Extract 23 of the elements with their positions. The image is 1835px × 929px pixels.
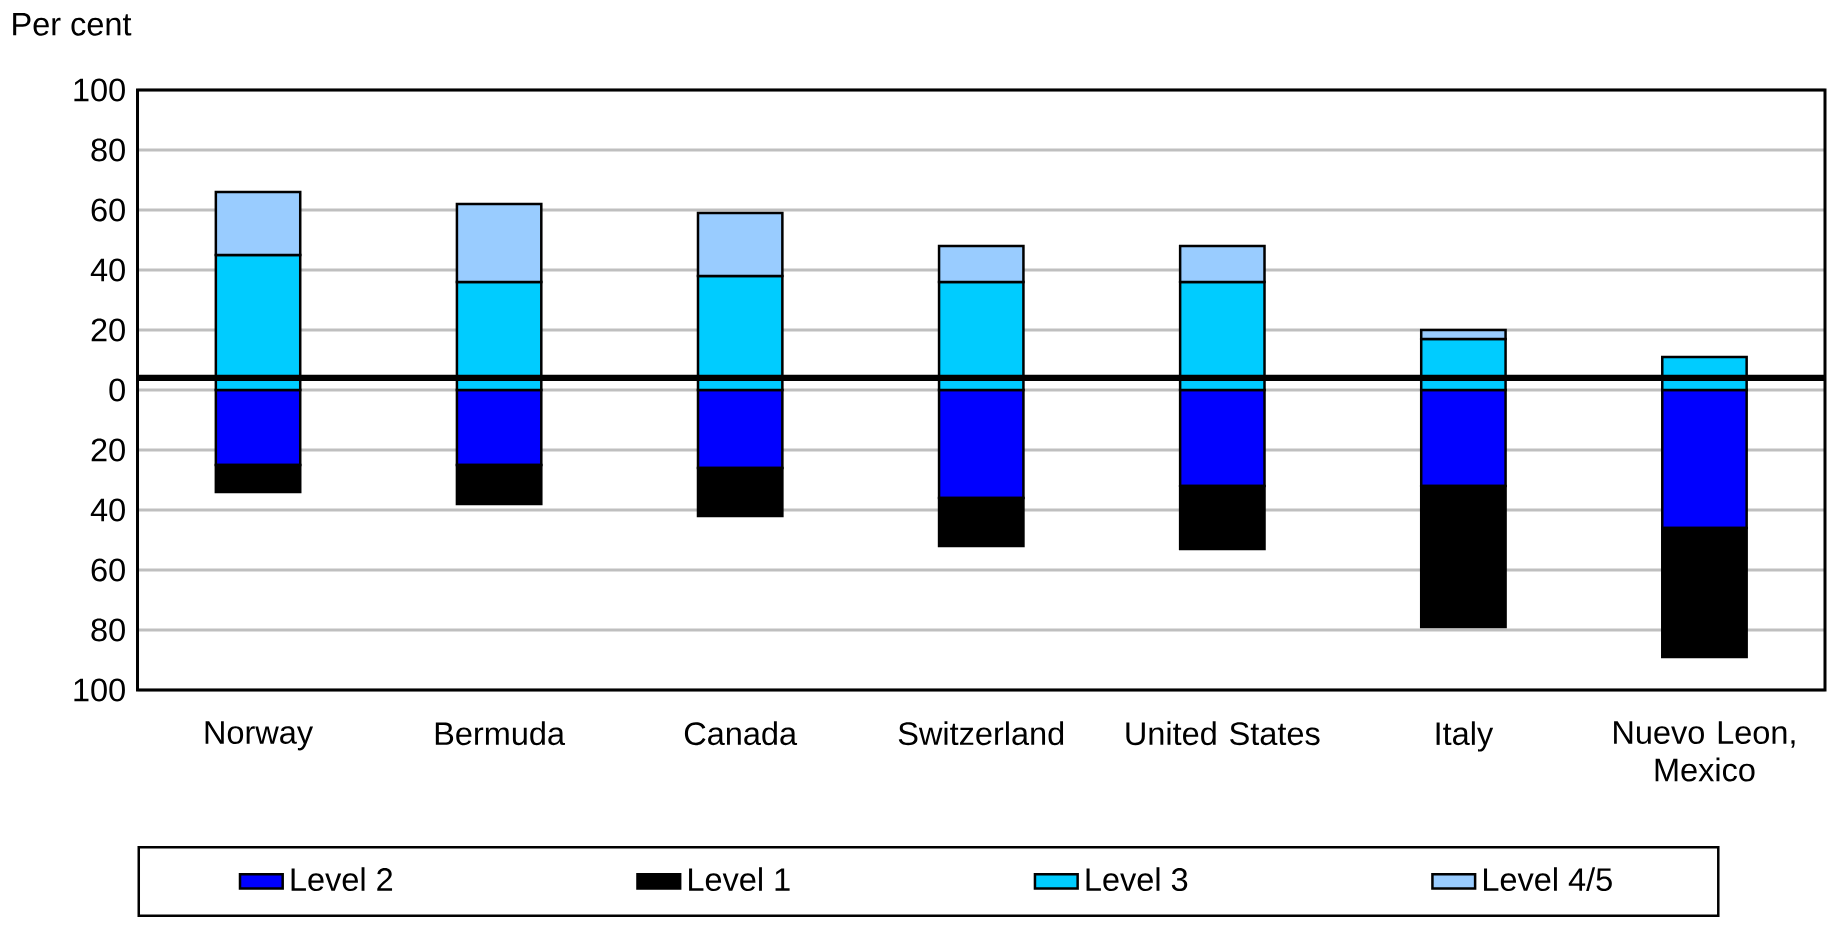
y-tick-label: 0 xyxy=(109,378,125,402)
legend-label: Level 1 xyxy=(689,867,790,892)
legend-label: Level 3 xyxy=(1086,867,1188,892)
x-tick-label: Norway xyxy=(205,721,314,751)
y-tick-label: 20 xyxy=(91,318,125,342)
x-tick-label: Nuevo Leon, Mexico xyxy=(1614,721,1795,782)
y-tick-label: 100 xyxy=(74,78,125,102)
y-tick-label: 20 xyxy=(91,438,125,462)
y-tick-label: 100 xyxy=(74,678,125,702)
x-tick-label: Bermuda xyxy=(435,721,566,746)
y-tick-label: 60 xyxy=(91,198,125,222)
y-axis-title: Per cent xyxy=(13,13,132,36)
legend-label: Level 4/5 xyxy=(1484,867,1612,892)
y-tick-label: 40 xyxy=(90,258,125,282)
y-tick-label: 40 xyxy=(90,498,125,522)
x-tick-label: Switzerland xyxy=(898,721,1064,746)
y-tick-label: 80 xyxy=(91,618,125,642)
y-tick-label: 80 xyxy=(91,138,125,162)
legend-label: Level 2 xyxy=(291,867,393,892)
x-tick-label: United States xyxy=(1126,721,1320,746)
y-tick-label: 60 xyxy=(91,558,125,582)
x-tick-label: Italy xyxy=(1436,721,1494,752)
x-tick-label: Canada xyxy=(684,721,798,746)
